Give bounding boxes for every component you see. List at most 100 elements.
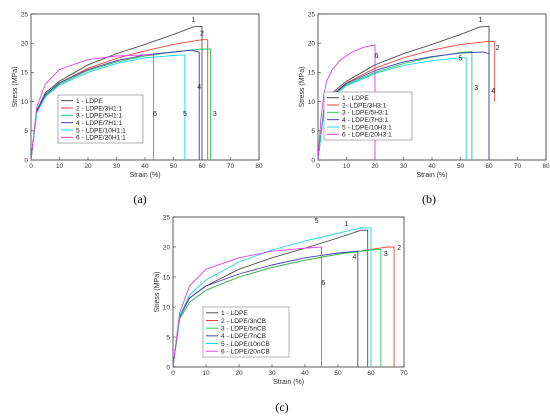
x-axis-label: Strain (%) [273, 379, 304, 386]
y-axis-label: Stress (MPa) [299, 67, 306, 108]
x-tick-label: 10 [343, 163, 351, 170]
x-tick-label: 70 [227, 163, 235, 170]
legend-entry: 5 - LDPE/10H3:1 [342, 124, 392, 131]
curve-label-5: 5 [315, 218, 319, 225]
legend-entry: 4 - LDPE/7H1:1 [76, 120, 123, 127]
series-line-3 [172, 248, 382, 368]
x-tick-label: 30 [400, 163, 408, 170]
curve-label-6: 6 [321, 280, 325, 287]
curve-label-3: 3 [384, 251, 388, 258]
series-line-5 [172, 227, 372, 368]
curve-label-3: 3 [213, 111, 217, 118]
x-tick-label: 50 [170, 163, 178, 170]
y-tick-label: 5 [24, 128, 28, 135]
x-tick-label: 80 [542, 163, 550, 170]
y-tick-label: 0 [311, 157, 315, 164]
y-tick-label: 20 [21, 41, 29, 48]
x-tick-label: 30 [113, 163, 121, 170]
x-tick-label: 0 [316, 163, 320, 170]
x-tick-label: 50 [457, 163, 465, 170]
curve-label-6: 6 [374, 53, 378, 60]
y-tick-label: 25 [308, 11, 316, 18]
y-tick-label: 15 [21, 70, 29, 77]
legend-box [202, 306, 290, 358]
y-tick-label: 5 [166, 334, 170, 341]
x-axis-label: Strain (%) [416, 172, 447, 179]
legend-entry: 6 - LDPE/20H3:1 [342, 132, 392, 139]
plot-frame [172, 216, 405, 368]
x-tick-label: 40 [301, 370, 309, 377]
legend-entry: 4 - LDPE/7H3:1 [342, 117, 389, 124]
x-tick-label: 70 [400, 370, 408, 377]
legend-entry: 2- LDPE/3H3:1 [342, 102, 387, 109]
series-line-1 [30, 25, 203, 161]
curve-label-2: 2 [496, 45, 500, 52]
legend-entry: 1 - LDPE [76, 98, 103, 105]
x-tick-label: 20 [235, 370, 243, 377]
y-axis-label: Stress (MPa) [154, 272, 161, 313]
x-tick-label: 60 [198, 163, 206, 170]
legend-entry: 3 - LDPE/5nCB [221, 325, 267, 332]
series-line-4 [172, 250, 359, 368]
x-tick-label: 40 [141, 163, 149, 170]
legend-box [57, 94, 144, 144]
x-tick-label: 80 [255, 163, 263, 170]
y-tick-label: 0 [166, 364, 170, 371]
panel-caption: (a) [133, 192, 146, 206]
x-tick-label: 50 [334, 370, 342, 377]
curve-label-5: 5 [459, 56, 463, 63]
x-tick-label: 0 [171, 370, 175, 377]
x-tick-label: 40 [428, 163, 436, 170]
curve-label-5: 5 [183, 111, 187, 118]
y-tick-label: 25 [163, 214, 171, 221]
series-line-6 [172, 246, 322, 368]
series-line-6 [317, 44, 376, 161]
legend-entry: 1 - LDPE [221, 310, 248, 317]
y-tick-label: 0 [24, 157, 28, 164]
y-tick-label: 15 [163, 274, 171, 281]
series-line-4 [30, 49, 200, 161]
legend-entry: 1 - LDPE [342, 95, 369, 102]
legend-entry: 2 - LDPE/3nCB [221, 318, 267, 325]
legend-entry: 3 - LDPE/5H3:1 [342, 110, 389, 117]
x-tick-label: 20 [84, 163, 92, 170]
curve-label-2: 2 [397, 245, 401, 252]
legend-entry: 3 - LDPE/5H1:1 [76, 113, 123, 120]
legend-entry: 4 - LDPE/7nCB [221, 333, 267, 340]
x-tick-label: 20 [371, 163, 379, 170]
x-tick-label: 70 [514, 163, 522, 170]
y-tick-label: 10 [308, 99, 316, 106]
curve-label-4: 4 [197, 84, 201, 91]
x-axis-label: Strain (%) [129, 172, 160, 179]
x-tick-label: 10 [202, 370, 210, 377]
y-axis-label: Stress (MPa) [12, 67, 19, 108]
curve-label-4: 4 [491, 88, 495, 95]
x-tick-label: 30 [268, 370, 276, 377]
curve-label-6: 6 [153, 111, 157, 118]
series-line-5 [30, 54, 186, 161]
y-tick-label: 20 [308, 41, 316, 48]
x-tick-label: 0 [29, 163, 33, 170]
x-tick-label: 60 [367, 370, 375, 377]
x-tick-label: 10 [56, 163, 64, 170]
legend-box [323, 91, 413, 141]
legend-entry: 5 - LDPE/10H1:1 [76, 127, 126, 134]
legend-entry: 2 - LDPE/3H1:1 [76, 105, 123, 112]
curve-label-3: 3 [474, 85, 478, 92]
y-tick-label: 10 [21, 99, 29, 106]
y-tick-label: 15 [308, 70, 316, 77]
panel-caption: (c) [275, 400, 288, 414]
curve-label-2: 2 [200, 31, 204, 38]
legend-entry: 6 - LDPE/20nCB [221, 348, 270, 355]
series-line-6 [30, 54, 155, 161]
curve-label-1: 1 [344, 221, 348, 228]
y-tick-label: 5 [311, 128, 315, 135]
curve-label-1: 1 [478, 17, 482, 24]
